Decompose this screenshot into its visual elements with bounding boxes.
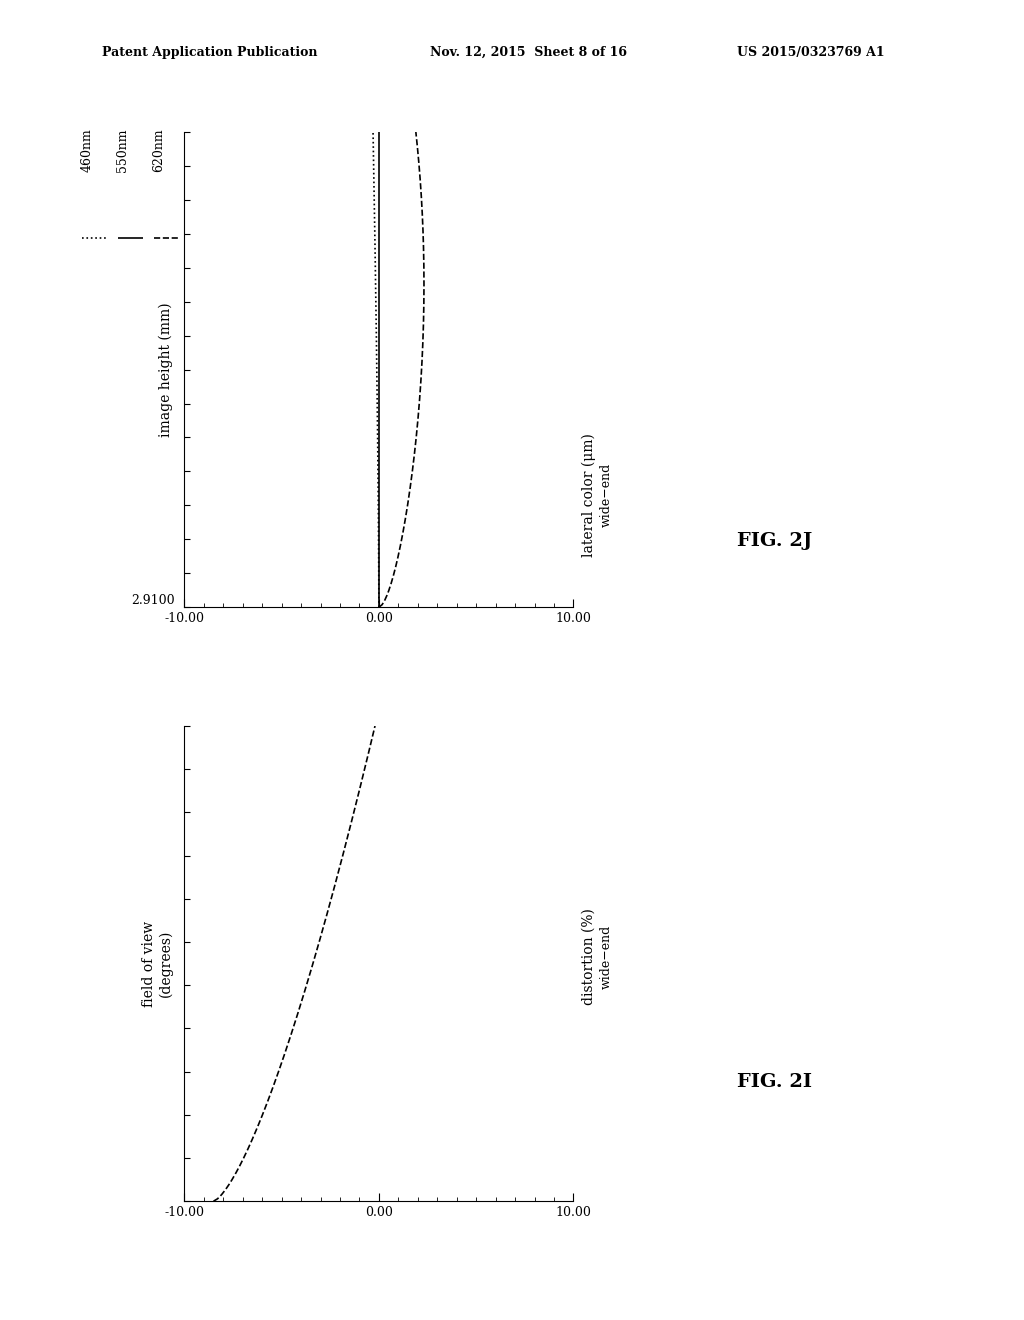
Text: FIG. 2I: FIG. 2I [737,1073,812,1092]
Text: Patent Application Publication: Patent Application Publication [102,46,317,59]
Text: Nov. 12, 2015  Sheet 8 of 16: Nov. 12, 2015 Sheet 8 of 16 [430,46,627,59]
Text: 550nm: 550nm [117,128,129,172]
Text: 2.9100: 2.9100 [131,594,174,607]
Text: US 2015/0323769 A1: US 2015/0323769 A1 [737,46,885,59]
Y-axis label: image height (mm): image height (mm) [158,302,172,437]
Text: distortion (%): distortion (%) [582,908,596,1006]
Y-axis label: field of view
(degrees): field of view (degrees) [142,920,172,1007]
Text: wide−end: wide−end [600,925,612,989]
Text: FIG. 2J: FIG. 2J [737,532,812,550]
Text: 460nm: 460nm [81,128,93,172]
Text: 620nm: 620nm [153,128,165,172]
Text: lateral color (μm): lateral color (μm) [582,433,596,557]
Text: wide−end: wide−end [600,463,612,527]
